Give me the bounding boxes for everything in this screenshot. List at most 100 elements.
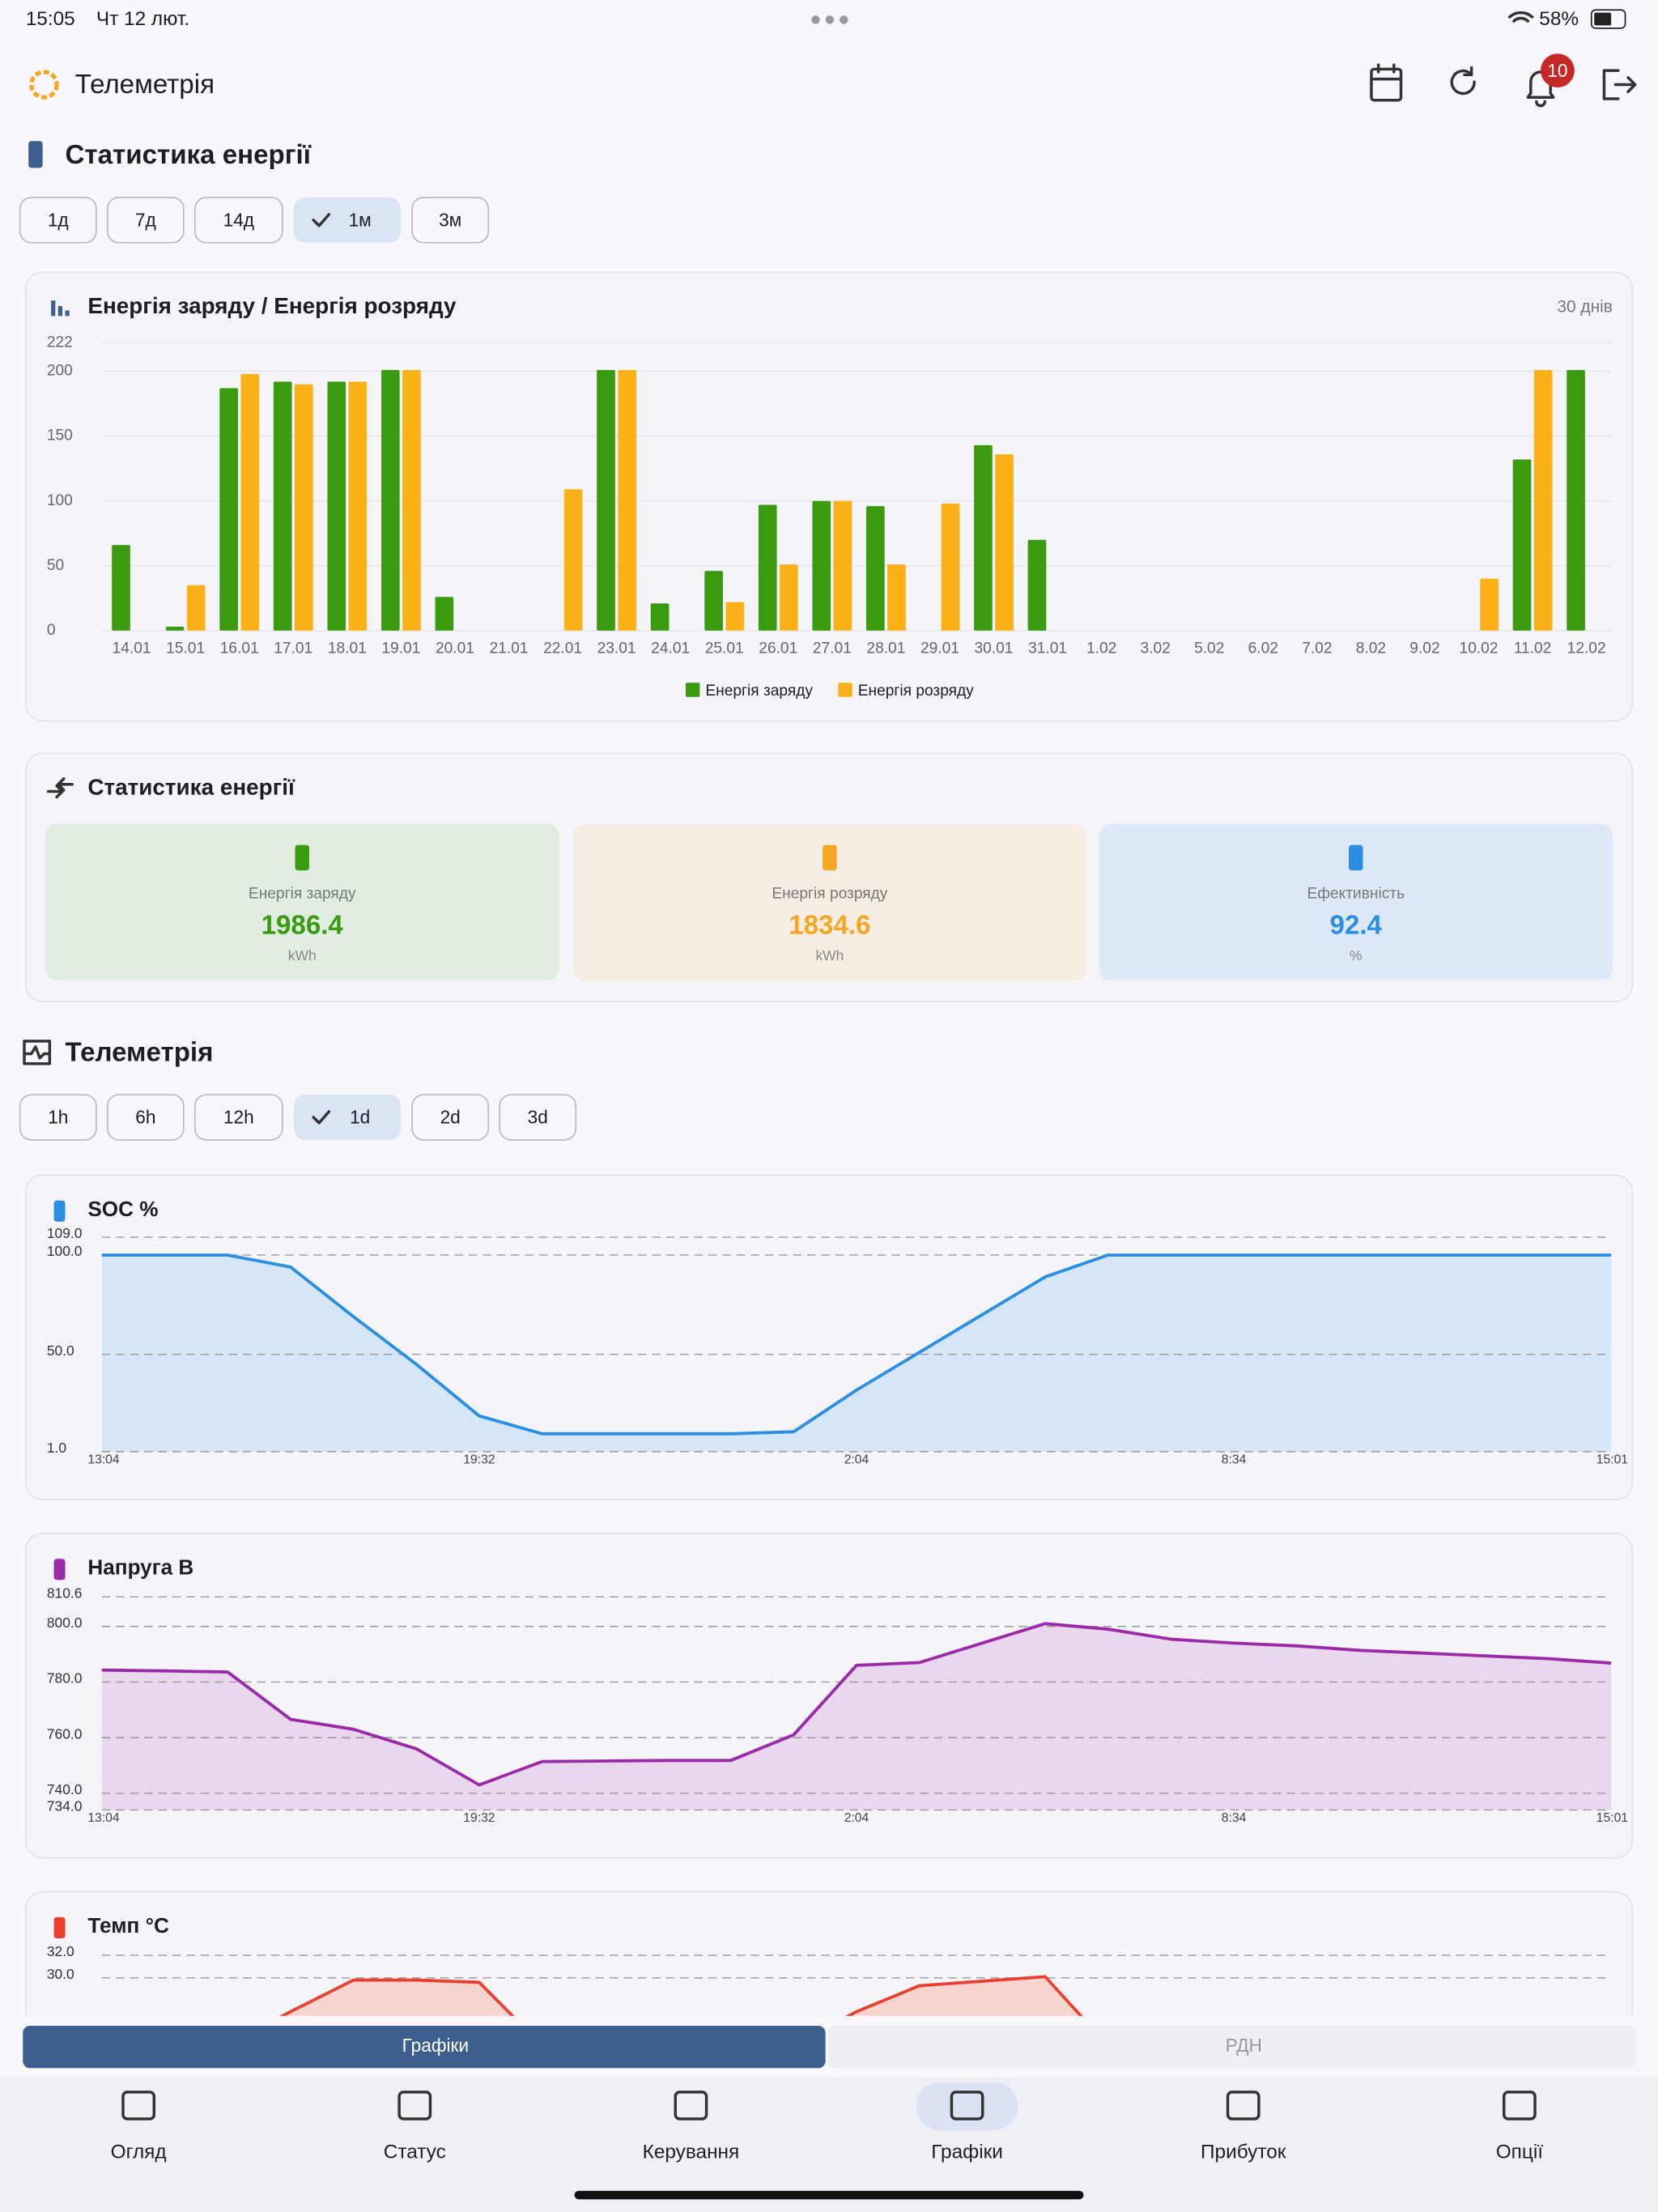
bar [618,370,636,631]
range-chip[interactable] [411,197,490,244]
logout-button[interactable] [1602,69,1637,100]
stat-label: Енергія заряду [249,886,356,903]
switch-label: Графіки [402,2035,469,2056]
bar [240,373,260,631]
stat-label: Ефективність [1307,886,1405,903]
tab-icon[interactable] [674,2091,708,2121]
bar [1533,370,1553,631]
tab-label[interactable]: Прибуток [1201,2141,1286,2163]
stat-icon [1349,844,1363,871]
switch-option[interactable] [828,2026,1637,2069]
switch-label: РДН [1226,2035,1262,2056]
range-chip[interactable] [193,1094,283,1141]
x-tick-label: 11.02 [1514,640,1552,657]
x-tick-label: 22.01 [543,640,582,657]
bar [758,504,777,631]
x-tick-label: 6.02 [1248,640,1278,657]
bar [294,384,313,631]
y-tick-label: 780.0 [47,1670,83,1687]
tab-icon[interactable] [397,2091,432,2121]
section-title: Статистика енергії [66,140,312,170]
range-label: 1h [48,1107,68,1128]
tab-icon[interactable] [1502,2091,1537,2121]
tab-label[interactable]: Опції [1496,2141,1544,2163]
x-tick-label: 16.01 [220,640,259,657]
bar [704,571,723,631]
chart-icon [53,1559,66,1580]
range-label: 3d [528,1107,548,1128]
calendar-button[interactable] [1370,63,1403,102]
bar [941,503,960,631]
battery-icon [1590,9,1626,29]
line [101,1253,1612,1436]
range-chip[interactable] [106,197,185,244]
range-label: 3м [439,210,461,231]
stat-icon [823,844,837,871]
chart-icon [51,300,70,317]
bar [974,445,993,631]
tab-icon[interactable] [950,2091,984,2121]
x-tick-label: 19.01 [381,640,420,657]
tab-label[interactable]: Керування [643,2141,740,2163]
x-tick-label: 14.01 [113,640,151,657]
stat-tile [45,823,559,981]
x-tick-label: 19:32 [463,1811,495,1825]
y-tick-label: 800.0 [47,1614,83,1631]
range-chip[interactable] [19,1094,97,1141]
range-label: 6h [135,1107,155,1128]
x-tick-label: 29.01 [920,640,959,657]
badge [1541,53,1575,88]
tab-active-pill [916,2082,1018,2130]
range-chip[interactable] [293,1095,402,1140]
chart-title: Темп °C [87,1913,169,1938]
tab-label[interactable]: Статус [384,2141,446,2163]
range-chip[interactable] [499,1094,577,1141]
content: 15:05 Чт 12 лют. 58% Телеметрія 10 Стати… [19,8,1637,2212]
switch-option[interactable] [23,2026,826,2069]
x-tick-label: 1.02 [1086,640,1116,657]
stats-icon [46,777,74,799]
tab-label[interactable]: Огляд [111,2141,167,2163]
y-tick-label: 150 [47,428,73,445]
x-tick-label: 15:01 [1596,1811,1628,1825]
x-tick-label: 2:04 [844,1453,869,1466]
stat-tile [572,823,1086,981]
y-tick-label: 1.0 [47,1440,66,1456]
status-date: Чт 12 лют. [96,8,189,30]
bar [1480,578,1499,631]
range-chip[interactable] [193,197,283,244]
x-tick-label: 13:04 [87,1811,120,1825]
range-chip[interactable] [106,1094,185,1141]
tab-label[interactable]: Графіки [931,2141,1003,2163]
stat-label: Енергія розряду [772,886,887,903]
tab-icon[interactable] [1226,2091,1261,2121]
chart-title: Енергія заряду / Енергія розряду [87,293,457,318]
bar [380,370,400,631]
x-tick-label: 20.01 [436,640,474,657]
bar [186,585,206,631]
refresh-button[interactable] [1450,66,1476,96]
stat-value: 1986.4 [261,910,344,940]
bottom-navigation: Графіки РДН Огляд Статус Керування Графіки При… [0,2015,1658,2212]
range-chip[interactable] [411,1094,490,1141]
range-chip[interactable] [293,197,402,243]
header-title: Телеметрія [75,70,215,100]
bar [1027,539,1047,631]
x-tick-label: 13:04 [87,1453,120,1466]
chart-icon [53,1916,66,1938]
range-chip[interactable] [19,197,97,244]
bar [273,381,292,631]
range-label: 14д [223,210,254,231]
y-tick-label: 760.0 [47,1725,83,1742]
wifi-icon [1507,11,1534,23]
x-tick-label: 26.01 [759,640,797,657]
y-tick-label: 30.0 [47,1966,74,1982]
legend-label: Енергія заряду [705,683,813,700]
y-tick-label: 734.0 [47,1798,83,1814]
x-tick-label: 5.02 [1194,640,1224,657]
bar [812,500,831,631]
tab-icon[interactable] [121,2091,156,2121]
bar [1512,459,1532,631]
y-tick-label: 810.6 [47,1585,83,1601]
x-tick-label: 30.01 [975,640,1014,657]
